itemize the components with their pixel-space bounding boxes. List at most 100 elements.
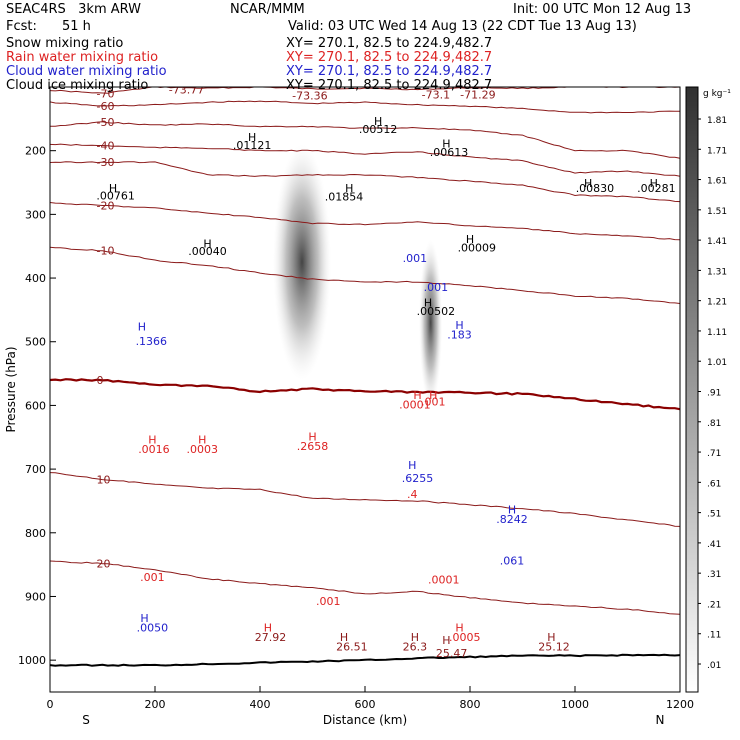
y-tick-label: 900 (25, 590, 46, 603)
max-label: H (466, 233, 474, 246)
max-label: 25.12 (538, 641, 570, 654)
x-tick-label: 600 (355, 698, 376, 711)
x-axis-label: Distance (km) (323, 713, 407, 727)
max-label: H (424, 297, 432, 310)
max-label: H (411, 631, 419, 644)
max-label: .00281 (637, 182, 676, 195)
y-tick-label: 500 (25, 336, 46, 349)
max-label: H (140, 612, 148, 625)
max-label: .4 (407, 488, 418, 501)
isotherm-line (50, 202, 680, 241)
colorbar-ramp (685, 86, 699, 693)
colorbar-level: .21 (707, 600, 721, 610)
max-label: H (584, 177, 592, 190)
max-label: .00040 (188, 245, 227, 258)
isotherm-label: -50 (97, 116, 115, 129)
temperature-contours: -70-60 -50 -40 -30 -20 -10 0 10 20 (50, 87, 680, 615)
colorbar-level: .51 (707, 510, 721, 520)
max-label: .8242 (496, 513, 528, 526)
max-label: H (442, 634, 450, 647)
field-cloudwater-name: Cloud water mixing ratio (6, 64, 167, 79)
max-label: .001 (424, 281, 449, 294)
max-label: .6255 (402, 472, 434, 485)
shaded-ice-plumes (273, 144, 443, 406)
y-tick-label: 300 (25, 208, 46, 221)
max-label: .0050 (137, 622, 169, 635)
south-label: S (82, 713, 90, 727)
axes: 0 200 400 600 800 1000 12002003004005006007008… (4, 145, 694, 727)
max-label: .001 (403, 252, 428, 265)
max-label: .00761 (96, 190, 135, 203)
north-label: N (656, 713, 665, 727)
max-label: .00009 (458, 241, 497, 254)
y-tick-label: 1000 (18, 654, 46, 667)
isotherm-line (50, 121, 680, 159)
colorbar-level: 1.51 (707, 207, 727, 217)
x-tick-label: 1200 (666, 698, 694, 711)
isotherm-line (50, 378, 680, 411)
x-tick-label: 1000 (561, 698, 589, 711)
max-label: H (547, 631, 555, 644)
isotherm-line (50, 143, 680, 177)
x-tick-label: 200 (145, 698, 166, 711)
x-tick-label: 400 (250, 698, 271, 711)
colorbar-level: 1.71 (707, 146, 727, 156)
ice-plume (273, 144, 331, 380)
colorbar-level: .71 (707, 449, 721, 459)
max-label: H (455, 622, 463, 635)
y-tick-label: 800 (25, 527, 46, 540)
y-tick-label: 400 (25, 272, 46, 285)
y-tick-label: 600 (25, 399, 46, 412)
isotherm-label: -10 (97, 245, 115, 258)
isotherm-label: 0 (97, 374, 104, 387)
max-label: .00512 (359, 123, 398, 136)
colorbar-level: .91 (707, 389, 721, 399)
field-cloudwater-xy: XY= 270.1, 82.5 to 224.9,482.7 (286, 64, 493, 79)
isotherm-line (50, 560, 680, 615)
max-label: H (340, 631, 348, 644)
max-label: H (109, 182, 117, 195)
field-cloudice-xy: XY= 270.1, 82.5 to 224.9,482.7 (286, 78, 493, 93)
max-label: .00830 (576, 182, 615, 195)
isotherm-line (50, 100, 680, 114)
max-label: .2658 (297, 440, 329, 453)
isotherm-label: -70 (97, 87, 115, 100)
max-label: H (508, 504, 516, 517)
max-label: 26.51 (336, 641, 368, 654)
isotherm-label: -60 (97, 100, 115, 113)
max-label: H (413, 389, 421, 402)
colorbar-level: .01 (707, 661, 721, 671)
max-label: .00613 (430, 146, 469, 159)
colorbar-level: 1.31 (707, 267, 727, 277)
colorbar: g kg⁻¹ 1.81 1.71 1.61 1.51 1.41 1.31 1.21 1.11 1.… (685, 86, 731, 693)
max-label: .001 (316, 595, 341, 608)
colorbar-unit: g kg⁻¹ (703, 89, 731, 99)
max-label: H (203, 237, 211, 250)
max-label: H (138, 320, 146, 333)
max-label: .061 (500, 555, 525, 568)
valid-time: Valid: 03 UTC Wed 14 Aug 13 (22 CDT Tue … (288, 19, 637, 34)
field-cloudice-name: Cloud ice mixing ratio (6, 78, 149, 93)
max-label: H (345, 182, 353, 195)
isotherm-line (50, 472, 680, 527)
max-label: -73.36 (292, 90, 327, 103)
max-label: H (248, 131, 256, 144)
org-label: NCAR/MMM (230, 2, 305, 17)
model-title: SEAC4RS 3km ARW (6, 2, 142, 17)
max-label: H (308, 430, 316, 443)
y-axis-label: Pressure (hPa) (4, 346, 18, 432)
field-rain-xy: XY= 270.1, 82.5 to 224.9,482.7 (286, 50, 493, 65)
max-label: H (148, 434, 156, 447)
max-label: H (264, 622, 272, 635)
colorbar-level: 1.21 (707, 298, 727, 308)
max-label: .1366 (136, 335, 168, 348)
max-label: H (374, 115, 382, 128)
isotherm-label: 10 (97, 473, 111, 486)
surface-pressure-line (50, 653, 680, 667)
max-label: H (198, 434, 206, 447)
max-label: .0001 (428, 574, 460, 587)
init-time: Init: 00 UTC Mon 12 Aug 13 (513, 2, 692, 17)
max-label: -71.29 (460, 88, 495, 101)
field-snow-xy: XY= 270.1, 82.5 to 224.9,482.7 (286, 36, 493, 51)
